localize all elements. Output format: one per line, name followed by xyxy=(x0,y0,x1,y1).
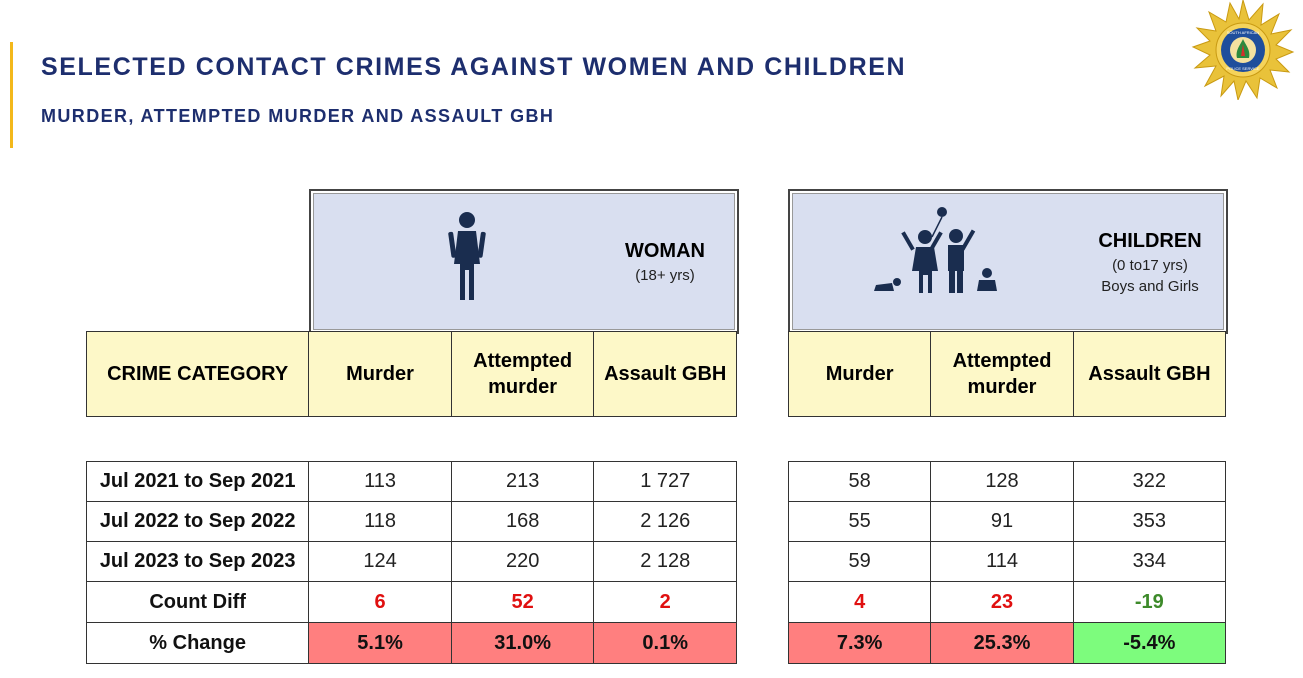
row-label: Jul 2022 to Sep 2022 xyxy=(85,501,310,542)
category-header-row: Murder Attempted murder Assault GBH xyxy=(787,331,1227,417)
table-cell: 58 xyxy=(787,461,932,502)
children-title: CHILDREN xyxy=(1098,230,1202,252)
table-cell: 0.1% xyxy=(593,622,737,664)
table-cell: 2 xyxy=(593,581,737,623)
table-cell: 5.1% xyxy=(308,622,452,664)
woman-murder-header: Murder xyxy=(308,331,452,417)
woman-assault-header: Assault GBH xyxy=(593,331,737,417)
table-row: Jul 2021 to Sep 2021 113 213 1 727 xyxy=(85,461,737,502)
table-cell: 52 xyxy=(450,581,595,623)
children-murder-header: Murder xyxy=(787,331,932,417)
table-cell: 31.0% xyxy=(450,622,595,664)
woman-icon xyxy=(448,212,486,300)
table-cell: 6 xyxy=(308,581,452,623)
table-cell: 91 xyxy=(930,501,1074,542)
children-header-box xyxy=(788,189,1228,334)
children-age: (0 to17 yrs) xyxy=(1112,257,1188,274)
row-label: % Change xyxy=(85,622,310,664)
table-cell: 220 xyxy=(450,541,595,582)
page-subtitle: MURDER, ATTEMPTED MURDER AND ASSAULT GBH xyxy=(41,106,555,126)
category-header-row: CRIME CATEGORY Murder Attempted murder A… xyxy=(85,331,737,417)
woman-category-table: CRIME CATEGORY Murder Attempted murder A… xyxy=(85,331,737,417)
row-label: Jul 2021 to Sep 2021 xyxy=(85,461,310,502)
table-cell: 7.3% xyxy=(787,622,932,664)
row-label: Jul 2023 to Sep 2023 xyxy=(85,541,310,582)
woman-attempted-header: Attempted murder xyxy=(450,331,595,417)
table-cell: 55 xyxy=(787,501,932,542)
woman-data-table: Jul 2021 to Sep 2021 113 213 1 727 Jul 2… xyxy=(85,461,737,664)
children-note: Boys and Girls xyxy=(1101,278,1199,295)
children-assault-header: Assault GBH xyxy=(1072,331,1227,417)
svg-text:POLICE SERVICE: POLICE SERVICE xyxy=(1226,66,1260,71)
count-diff-row: 4 23 -19 xyxy=(787,581,1227,623)
table-cell: 114 xyxy=(930,541,1074,582)
table-cell: 4 xyxy=(787,581,932,623)
table-cell: 59 xyxy=(787,541,932,582)
table-cell: 2 128 xyxy=(593,541,737,582)
count-diff-row: Count Diff 6 52 2 xyxy=(85,581,737,623)
table-row: 55 91 353 xyxy=(787,501,1227,542)
children-data-table: 58 128 322 55 91 353 59 114 334 4 23 -19… xyxy=(787,461,1227,664)
table-cell: 124 xyxy=(308,541,452,582)
table-cell: 168 xyxy=(450,501,595,542)
table-cell: 213 xyxy=(450,461,595,502)
table-row: Jul 2023 to Sep 2023 124 220 2 128 xyxy=(85,541,737,582)
children-attempted-header: Attempted murder xyxy=(930,331,1074,417)
page-title: SELECTED CONTACT CRIMES AGAINST WOMEN AN… xyxy=(41,53,907,81)
table-cell: 353 xyxy=(1072,501,1227,542)
woman-title: WOMAN xyxy=(625,240,705,262)
table-cell: 128 xyxy=(930,461,1074,502)
children-icon xyxy=(874,207,997,293)
table-cell: 2 126 xyxy=(593,501,737,542)
table-cell: 322 xyxy=(1072,461,1227,502)
table-row: 58 128 322 xyxy=(787,461,1227,502)
row-label: Count Diff xyxy=(85,581,310,623)
table-cell: 334 xyxy=(1072,541,1227,582)
woman-age: (18+ yrs) xyxy=(635,267,695,284)
table-cell: 25.3% xyxy=(930,622,1074,664)
table-cell: -5.4% xyxy=(1072,622,1227,664)
pct-change-row: 7.3% 25.3% -5.4% xyxy=(787,622,1227,664)
crime-category-header: CRIME CATEGORY xyxy=(85,331,310,417)
children-category-table: Murder Attempted murder Assault GBH xyxy=(787,331,1227,417)
table-cell: 113 xyxy=(308,461,452,502)
table-cell: 1 727 xyxy=(593,461,737,502)
badge-text: SOUTH AFRICAN xyxy=(1227,30,1260,35)
table-cell: -19 xyxy=(1072,581,1227,623)
pct-change-row: % Change 5.1% 31.0% 0.1% xyxy=(85,622,737,664)
table-row: 59 114 334 xyxy=(787,541,1227,582)
table-cell: 118 xyxy=(308,501,452,542)
table-cell: 23 xyxy=(930,581,1074,623)
saps-badge-logo: SOUTH AFRICAN POLICE SERVICE xyxy=(1191,0,1295,100)
accent-bar xyxy=(10,42,13,148)
table-row: Jul 2022 to Sep 2022 118 168 2 126 xyxy=(85,501,737,542)
